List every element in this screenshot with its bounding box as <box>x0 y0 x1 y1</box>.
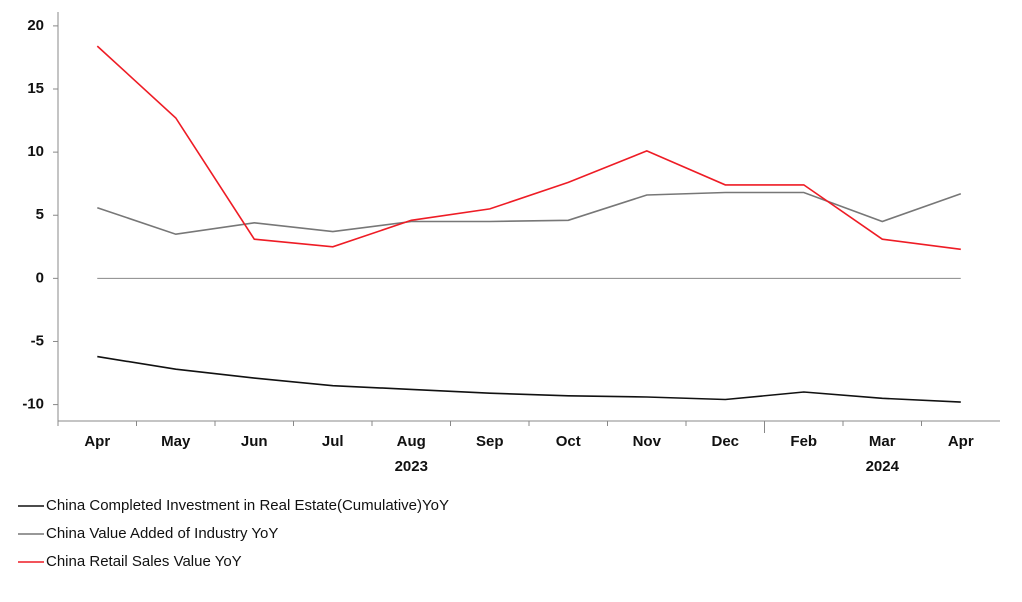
series-line <box>97 191 962 236</box>
x-tick-label: May <box>161 433 191 450</box>
y-tick-label: 10 <box>27 143 44 160</box>
x-tick-label: Aug <box>397 433 426 450</box>
legend-label: China Value Added of Industry YoY <box>46 525 278 542</box>
x-tick-label: Feb <box>790 433 817 450</box>
legend-label: China Completed Investment in Real Estat… <box>46 497 449 514</box>
x-tick-label: Jul <box>322 433 344 450</box>
x-group-label: 2023 <box>395 458 428 475</box>
x-tick-label: Dec <box>711 433 739 450</box>
series-line <box>97 355 961 403</box>
x-tick-label: Jun <box>241 433 268 450</box>
series-line <box>96 45 961 251</box>
y-tick-label: -5 <box>31 332 44 349</box>
x-tick-label: Nov <box>633 433 662 450</box>
x-tick-label: Apr <box>948 433 974 450</box>
y-tick-label: 20 <box>27 17 44 34</box>
y-tick-label: 15 <box>27 80 44 97</box>
y-tick-label: 5 <box>36 206 44 223</box>
y-tick-label: 0 <box>36 269 44 286</box>
y-tick-label: -10 <box>22 396 44 413</box>
legend-label: China Retail Sales Value YoY <box>46 553 242 570</box>
x-tick-label: Apr <box>84 433 110 450</box>
x-tick-label: Sep <box>476 433 504 450</box>
x-tick-label: Oct <box>556 433 581 450</box>
x-tick-label: Mar <box>869 433 896 450</box>
x-group-label: 2024 <box>866 458 900 475</box>
